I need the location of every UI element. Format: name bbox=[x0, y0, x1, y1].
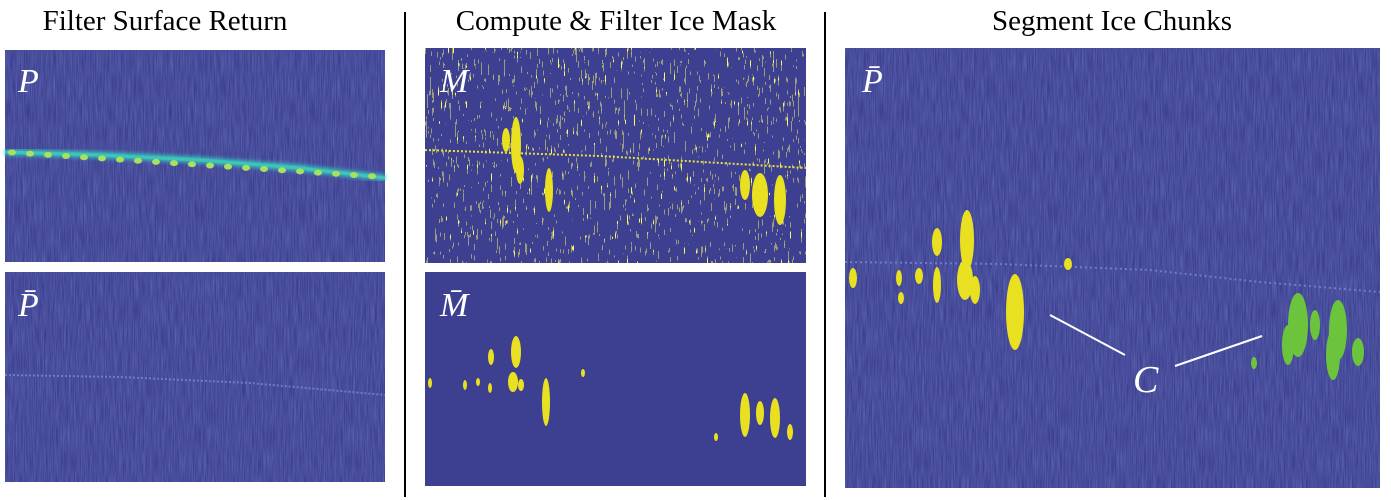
ice-chunk bbox=[787, 424, 793, 440]
ice-chunk bbox=[898, 292, 904, 304]
surface-peak bbox=[26, 150, 34, 157]
annotation-line bbox=[1174, 335, 1263, 367]
ice-chunk bbox=[428, 378, 432, 388]
surface-peak bbox=[62, 153, 70, 160]
ice-blobs bbox=[428, 117, 1364, 441]
panel-label: P bbox=[17, 63, 39, 100]
surface-peak bbox=[260, 166, 268, 173]
ice-chunk bbox=[1310, 310, 1320, 340]
surface-peak bbox=[116, 156, 124, 163]
ice-chunk bbox=[849, 268, 857, 288]
image-panel bbox=[425, 272, 806, 486]
mask-speckle bbox=[425, 48, 806, 263]
ice-chunk bbox=[714, 433, 718, 441]
panel-label: M̄ bbox=[439, 287, 470, 324]
ice-chunk bbox=[957, 260, 973, 300]
ice-chunk bbox=[1282, 325, 1294, 365]
faint-surface bbox=[844, 261, 1381, 293]
faint-surface bbox=[4, 374, 386, 396]
ice-chunk bbox=[545, 168, 553, 212]
ice-chunk bbox=[463, 380, 467, 390]
ice-chunk bbox=[502, 128, 510, 152]
surface-peak bbox=[206, 162, 214, 169]
surface-peak bbox=[332, 170, 340, 177]
ice-chunk bbox=[511, 336, 521, 368]
ice-chunk bbox=[774, 175, 786, 225]
surface-peak bbox=[80, 154, 88, 161]
surface-peak bbox=[188, 161, 196, 168]
mask-surface bbox=[424, 149, 807, 169]
ice-chunk bbox=[752, 173, 768, 217]
ice-chunk bbox=[770, 398, 780, 438]
surface-peaks bbox=[8, 149, 376, 180]
image-texture bbox=[845, 48, 1380, 488]
ice-chunk bbox=[542, 378, 550, 426]
column-title: Compute & Filter Ice Mask bbox=[456, 5, 777, 37]
ice-chunk bbox=[740, 170, 750, 200]
column-title: Filter Surface Return bbox=[43, 5, 288, 37]
ice-chunk bbox=[488, 383, 492, 393]
ice-chunk bbox=[1006, 274, 1024, 350]
ice-chunk bbox=[476, 378, 480, 386]
panels bbox=[5, 48, 1380, 488]
ice-chunk bbox=[518, 379, 524, 391]
ice-chunk bbox=[933, 267, 941, 303]
surface-peak bbox=[278, 167, 286, 174]
surface-peak bbox=[152, 158, 160, 165]
ice-chunk bbox=[581, 369, 585, 377]
surface-peak bbox=[8, 149, 16, 156]
ice-chunk bbox=[1352, 338, 1364, 366]
ice-chunk bbox=[740, 393, 750, 437]
surface-peak bbox=[224, 163, 232, 170]
surface-peak bbox=[368, 173, 376, 180]
ice-chunk bbox=[1251, 357, 1257, 369]
surface-peak bbox=[44, 151, 52, 158]
ice-chunk bbox=[970, 276, 980, 304]
ice-chunk bbox=[896, 270, 902, 286]
panel-label: M bbox=[439, 63, 470, 100]
panel-label: P̄ bbox=[861, 63, 883, 100]
annotation-label: C bbox=[1133, 359, 1159, 401]
ice-chunk bbox=[488, 349, 494, 365]
ice-chunk bbox=[915, 268, 923, 284]
annotation-line bbox=[1049, 314, 1126, 356]
ice-chunk bbox=[516, 156, 524, 184]
ice-chunk bbox=[756, 401, 764, 425]
ice-chunk bbox=[932, 228, 942, 256]
surface-peak bbox=[134, 157, 142, 164]
panel-label: P̄ bbox=[17, 287, 39, 324]
ice-chunk bbox=[960, 210, 974, 270]
column-title: Segment Ice Chunks bbox=[992, 5, 1232, 37]
surface-peak bbox=[170, 160, 178, 167]
surface-peak bbox=[314, 169, 322, 176]
surface-peak bbox=[350, 171, 358, 178]
image-texture bbox=[5, 272, 385, 482]
ice-chunk bbox=[1326, 330, 1340, 380]
ice-chunk bbox=[508, 372, 518, 392]
surface-peak bbox=[242, 164, 250, 171]
surface-peak bbox=[98, 155, 106, 162]
surface-peak bbox=[296, 168, 304, 175]
ice-chunk bbox=[1064, 258, 1072, 270]
